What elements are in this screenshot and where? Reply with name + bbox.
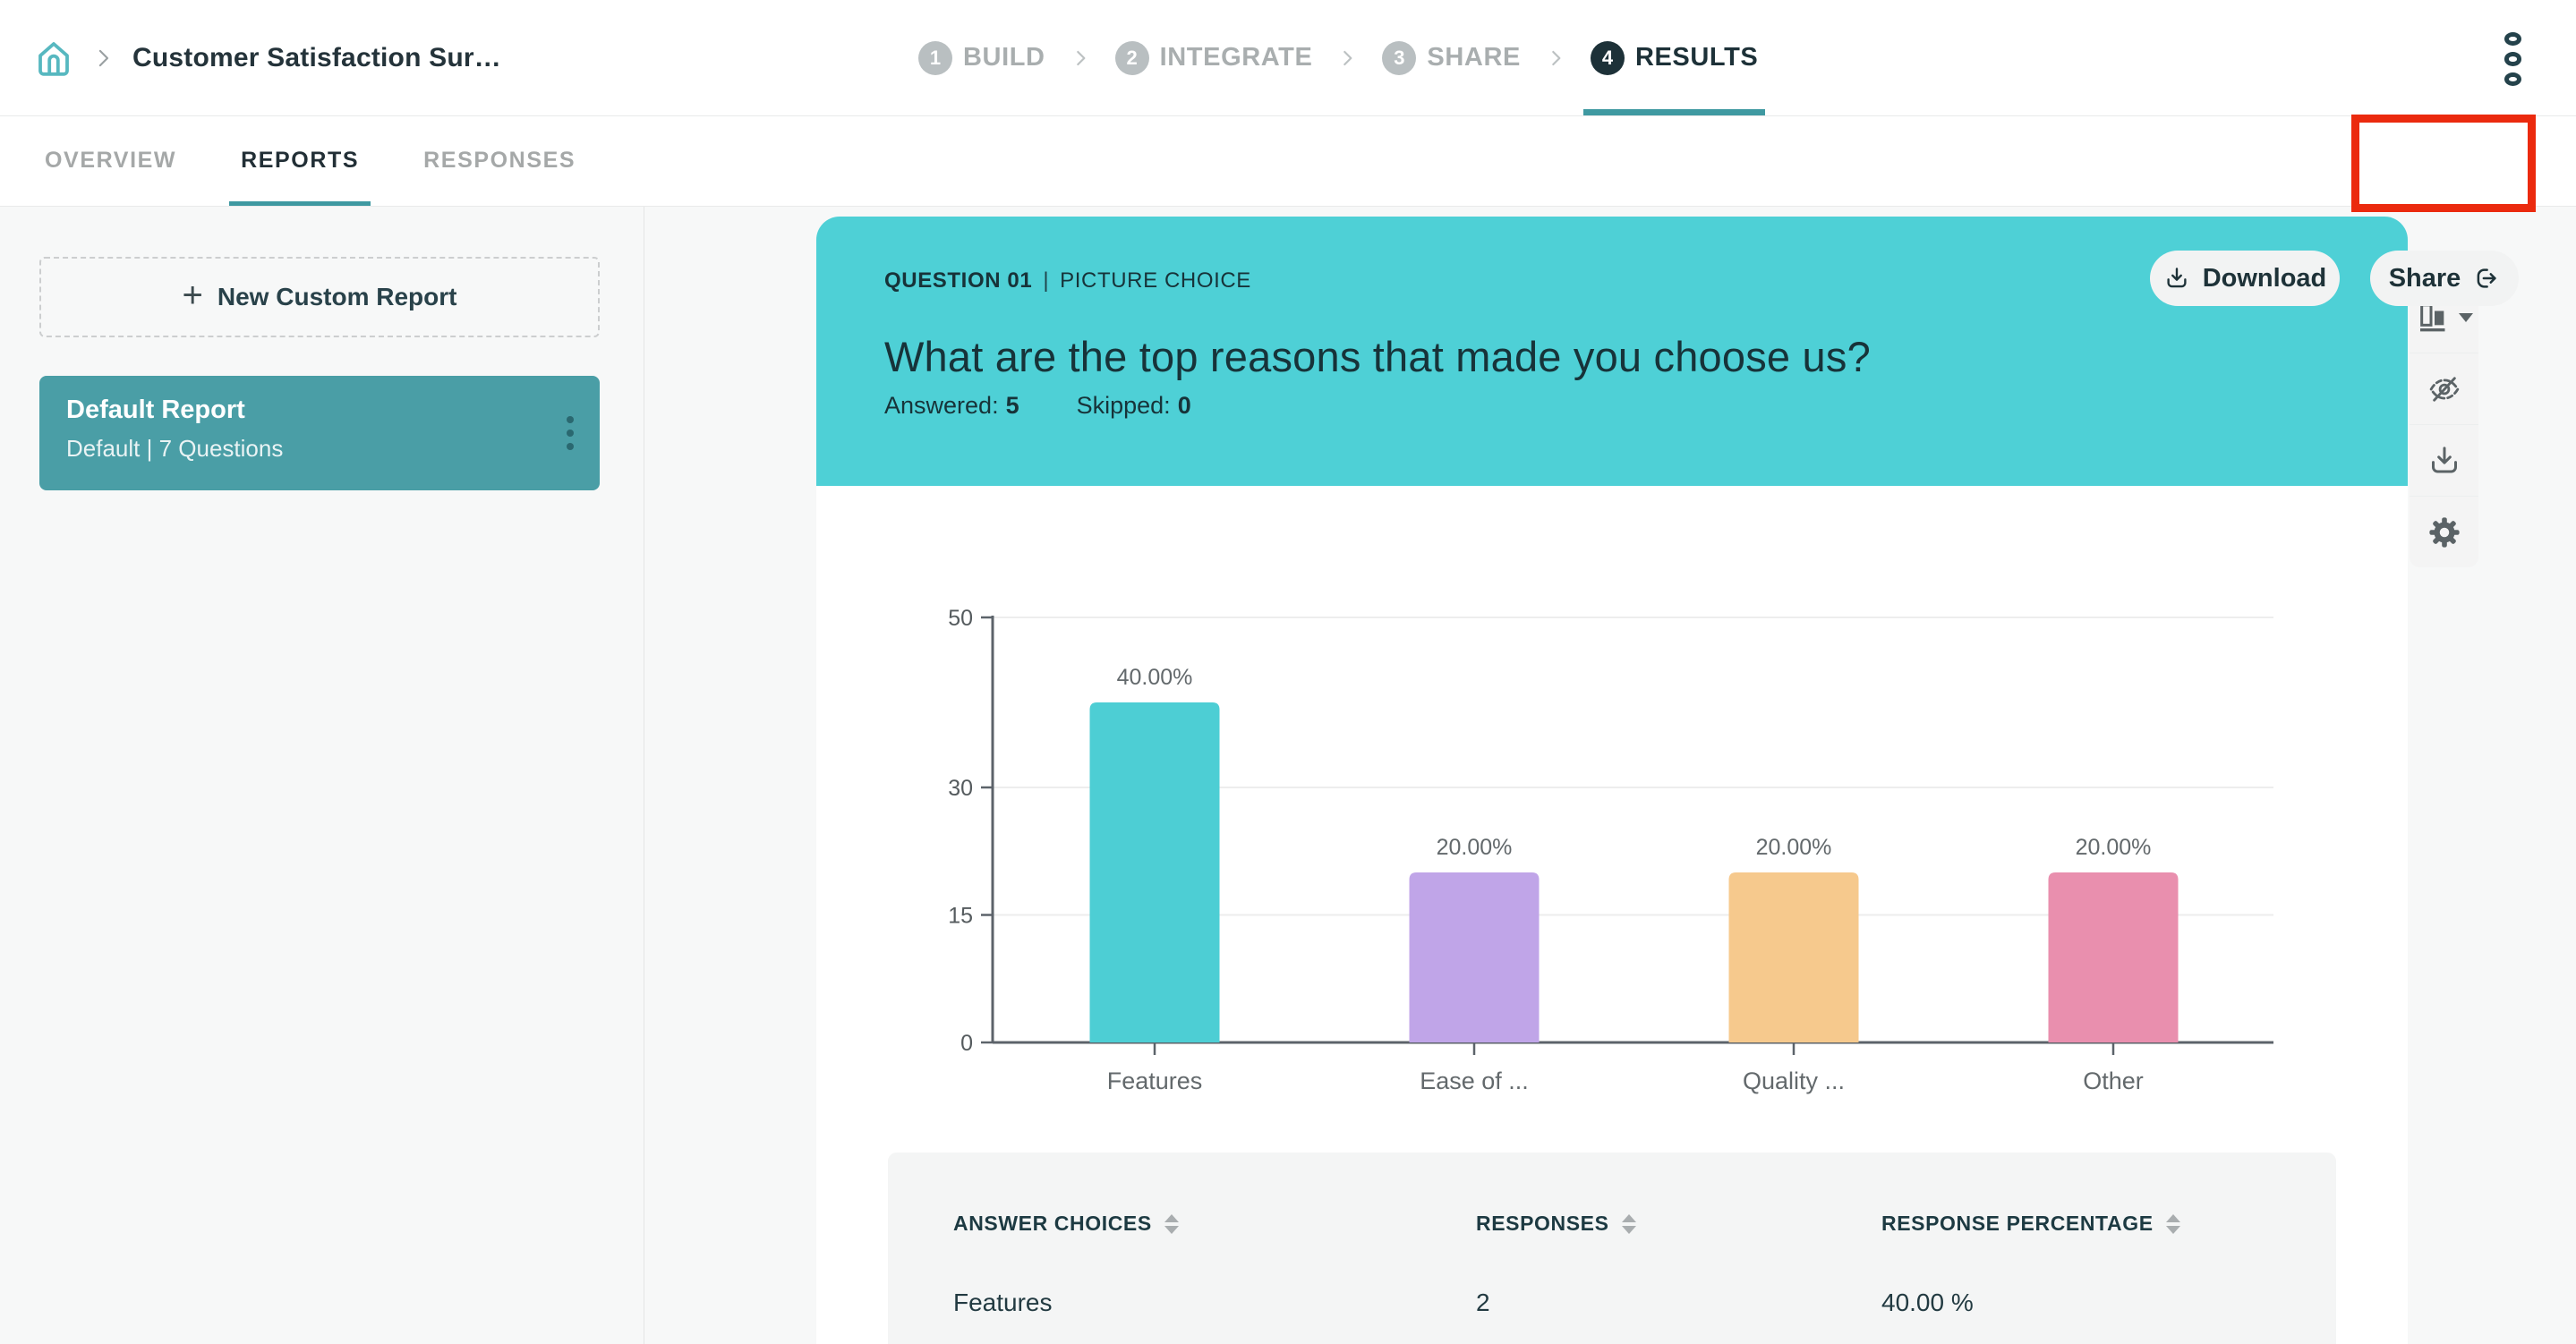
step-share-number: 3 bbox=[1382, 40, 1417, 75]
kebab-menu-icon bbox=[567, 430, 574, 437]
report-meta: Default | 7 Questions bbox=[66, 435, 284, 462]
new-custom-report-button[interactable]: + New Custom Report bbox=[39, 257, 600, 337]
results-table: ANSWER CHOICES RESPONSES RESPONSE PERCEN… bbox=[888, 1153, 2336, 1344]
chevron-down-icon bbox=[2458, 312, 2473, 322]
kebab-menu-icon bbox=[2503, 32, 2521, 47]
bar-features bbox=[1089, 702, 1220, 1042]
kebab-menu-icon bbox=[567, 416, 574, 423]
wizard-steps: 1 BUILD 2 INTEGRATE 3 SHARE 4 RES bbox=[915, 0, 1766, 115]
question-result-card: 0 15 30 50 40.00% Features 20.00% Ease of ... 20… bbox=[816, 486, 2408, 1344]
tab-overview[interactable]: OVERVIEW bbox=[45, 148, 177, 173]
new-custom-report-label: New Custom Report bbox=[217, 283, 457, 310]
step-build-label: BUILD bbox=[963, 43, 1045, 72]
home-button[interactable] bbox=[30, 35, 77, 81]
bar-chart: 0 15 30 50 40.00% Features 20.00% Ease of ... 20… bbox=[948, 606, 2273, 1094]
sort-header-responses[interactable]: RESPONSES bbox=[1476, 1212, 1636, 1236]
kebab-menu-icon bbox=[2503, 72, 2521, 86]
chart-tools-rail bbox=[2410, 282, 2478, 567]
report-card-default[interactable]: Default Report Default | 7 Questions bbox=[39, 376, 600, 490]
question-stats: Answered: 5 Skipped: 0 bbox=[884, 392, 1191, 420]
answered-value: 5 bbox=[1005, 392, 1019, 419]
chart-settings-button[interactable] bbox=[2410, 497, 2478, 567]
step-integrate-label: INTEGRATE bbox=[1159, 43, 1313, 72]
question-number: QUESTION 01 bbox=[884, 268, 1033, 293]
report-title: Default Report bbox=[66, 396, 245, 424]
kebab-menu-icon bbox=[567, 443, 574, 450]
share-export-icon bbox=[2477, 268, 2496, 288]
table-cell-responses: 2 bbox=[1476, 1289, 1490, 1316]
y-tick-label: 0 bbox=[960, 1031, 973, 1056]
sort-arrows-icon bbox=[1621, 1213, 1636, 1234]
tab-reports[interactable]: REPORTS bbox=[229, 115, 371, 206]
breadcrumb: Customer Satisfaction Sur… bbox=[30, 0, 501, 115]
y-tick-label: 30 bbox=[948, 776, 973, 801]
skipped-value: 0 bbox=[1177, 392, 1191, 419]
bar-value-label: 20.00% bbox=[1437, 835, 1513, 860]
download-icon bbox=[2167, 268, 2187, 288]
step-results[interactable]: 4 RESULTS bbox=[1582, 0, 1766, 115]
tab-responses[interactable]: RESPONSES bbox=[423, 148, 576, 173]
bar-other bbox=[2048, 872, 2179, 1042]
bar-value-label: 20.00% bbox=[1756, 835, 1832, 860]
meta-separator: | bbox=[1043, 268, 1050, 293]
y-tick-label: 15 bbox=[948, 904, 973, 929]
bar-value-label: 20.00% bbox=[2076, 835, 2152, 860]
question-meta: QUESTION 01 | PICTURE CHOICE bbox=[884, 268, 1251, 293]
home-icon bbox=[38, 41, 69, 76]
sort-arrows-icon bbox=[1164, 1213, 1179, 1234]
y-tick-label: 50 bbox=[948, 606, 973, 631]
download-chart-button[interactable] bbox=[2410, 425, 2478, 496]
question-header-card: QUESTION 01 | PICTURE CHOICE What are the … bbox=[816, 217, 2408, 486]
results-tabs: OVERVIEW REPORTS RESPONSES bbox=[45, 115, 576, 206]
step-results-label: RESULTS bbox=[1634, 43, 1759, 72]
more-options-button[interactable] bbox=[2499, 32, 2526, 86]
step-integrate[interactable]: 2 INTEGRATE bbox=[1112, 0, 1317, 115]
question-type: PICTURE CHOICE bbox=[1060, 268, 1251, 293]
settings-gear-icon bbox=[2428, 516, 2460, 548]
hide-chart-button[interactable] bbox=[2410, 353, 2478, 424]
download-button[interactable]: Download bbox=[2150, 251, 2340, 306]
download-icon bbox=[2431, 446, 2457, 472]
step-share-label: SHARE bbox=[1427, 43, 1521, 72]
sort-arrows-icon bbox=[2165, 1213, 2180, 1234]
x-category-label: Ease of ... bbox=[1420, 1068, 1529, 1094]
download-button-label: Download bbox=[2202, 263, 2327, 293]
step-build-number: 1 bbox=[918, 40, 952, 75]
question-title: What are the top reasons that made you c… bbox=[884, 333, 1871, 381]
top-nav: Customer Satisfaction Sur… 1 BUILD 2 INT… bbox=[0, 0, 2576, 116]
table-cell-answer-choice: Features bbox=[953, 1289, 1053, 1316]
chevron-right-icon bbox=[1335, 0, 1359, 115]
report-options-button[interactable] bbox=[559, 406, 582, 460]
bar-quality bbox=[1728, 872, 1859, 1042]
share-button-label: Share bbox=[2388, 263, 2461, 293]
step-share[interactable]: 3 SHARE bbox=[1378, 0, 1524, 115]
step-results-number: 4 bbox=[1590, 40, 1625, 75]
sort-header-response-percentage[interactable]: RESPONSE PERCENTAGE bbox=[1881, 1212, 2180, 1236]
results-toolbar: OVERVIEW REPORTS RESPONSES Download Shar… bbox=[0, 115, 2576, 306]
share-button[interactable]: Share bbox=[2370, 251, 2519, 306]
table-cell-response-percentage: 40.00 % bbox=[1881, 1289, 1974, 1316]
chevron-right-icon bbox=[1544, 0, 1567, 115]
answered-stat: Answered: 5 bbox=[884, 392, 1019, 419]
chevron-right-icon bbox=[90, 45, 116, 72]
x-category-label: Other bbox=[2083, 1068, 2144, 1094]
x-category-label: Quality ... bbox=[1743, 1068, 1845, 1094]
kebab-menu-icon bbox=[2503, 52, 2521, 66]
step-integrate-number: 2 bbox=[1114, 40, 1149, 75]
plus-icon: + bbox=[182, 276, 203, 315]
sort-header-answer-choices[interactable]: ANSWER CHOICES bbox=[953, 1212, 1179, 1236]
bar-ease-of bbox=[1409, 872, 1540, 1042]
hide-eye-off-icon bbox=[2428, 376, 2460, 402]
step-build[interactable]: 1 BUILD bbox=[915, 0, 1049, 115]
survey-title: Customer Satisfaction Sur… bbox=[132, 42, 501, 72]
bar-value-label: 40.00% bbox=[1117, 665, 1193, 690]
skipped-stat: Skipped: 0 bbox=[1076, 392, 1191, 419]
x-category-label: Features bbox=[1107, 1068, 1203, 1094]
chevron-right-icon bbox=[1069, 0, 1092, 115]
